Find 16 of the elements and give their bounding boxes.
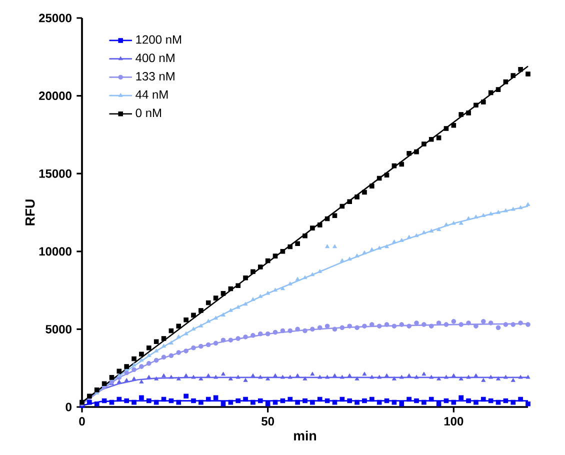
x-tick-label: 50 bbox=[262, 417, 274, 426]
y-tick-label: 5000 bbox=[46, 324, 72, 334]
y-tick-label: 0 bbox=[66, 402, 72, 412]
y-tick-label: 25000 bbox=[39, 14, 72, 22]
y-tick-label: 20000 bbox=[39, 92, 72, 100]
y-tick-label: 15000 bbox=[39, 169, 72, 178]
y-axis-title: RFU bbox=[25, 200, 35, 226]
legend-label: 44 nM bbox=[136, 90, 168, 99]
legend-label: 0 nM bbox=[136, 108, 162, 118]
x-tick-label: 100 bbox=[444, 417, 464, 426]
legend-label: 1200 nM bbox=[136, 35, 182, 44]
legend-label: 400 nM bbox=[136, 54, 174, 62]
legend-label: 133 nM bbox=[136, 72, 174, 81]
x-axis-title: min bbox=[294, 430, 316, 440]
y-tick-label: 10000 bbox=[39, 247, 72, 256]
x-tick-label: 0 bbox=[79, 417, 85, 426]
